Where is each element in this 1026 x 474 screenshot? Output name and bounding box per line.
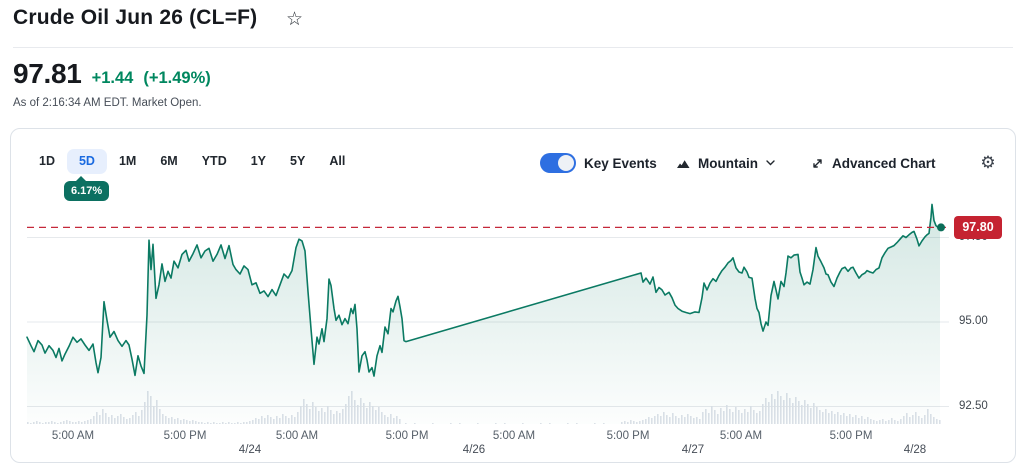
mountain-icon <box>677 159 690 168</box>
range-tab-ytd[interactable]: YTD <box>201 154 227 168</box>
key-events-label: Key Events <box>584 155 657 171</box>
chart-card: 1D 5D 1M 6M YTD 1Y 5Y All 6.17% Key Events Moun… <box>10 128 1016 463</box>
range-tab-1d[interactable]: 1D <box>39 154 55 168</box>
header-divider <box>13 47 1013 48</box>
price-change: +1.44 <box>91 69 134 87</box>
y-axis-label: 95.00 <box>959 315 988 327</box>
expand-arrows-icon <box>813 158 822 168</box>
range-tab-1m[interactable]: 1M <box>118 154 137 168</box>
chart-type-label: Mountain <box>698 155 758 171</box>
range-tab-5d[interactable]: 5D <box>66 149 107 174</box>
range-tab-all[interactable]: All <box>329 154 346 168</box>
x-axis-date-label: 4/26 <box>462 444 486 456</box>
advanced-chart-label: Advanced Chart <box>832 155 936 171</box>
range-change-badge: 6.17% <box>64 176 110 201</box>
as-of-timestamp: As of 2:16:34 AM EDT. Market Open. <box>13 97 202 109</box>
range-tab-5y[interactable]: 5Y <box>290 154 306 168</box>
current-price: 97.81 <box>13 58 82 89</box>
x-axis-date-label: 4/28 <box>903 444 927 456</box>
chart-type-dropdown[interactable]: Mountain <box>677 151 775 175</box>
x-axis-date-label: 4/27 <box>681 444 705 456</box>
last-price-dot <box>937 223 945 232</box>
x-axis-time-label: 5:00 PM <box>385 430 429 442</box>
x-axis-time-label: 5:00 AM <box>492 430 536 442</box>
x-axis-time-label: 5:00 AM <box>719 430 763 442</box>
toggle-knob <box>558 155 574 171</box>
x-axis-time-label: 5:00 AM <box>275 430 319 442</box>
x-axis-date-label: 4/24 <box>238 444 262 456</box>
star-icon[interactable]: ☆ <box>286 8 304 30</box>
key-events-control: Key Events <box>540 151 657 175</box>
price-change-percent: (+1.49%) <box>143 69 211 87</box>
range-tab-1y[interactable]: 1Y <box>250 154 267 168</box>
area-fill <box>27 204 940 424</box>
y-axis-label: 92.50 <box>959 399 988 412</box>
price-chart[interactable] <box>11 129 1015 462</box>
price-row: 97.81 +1.44 (+1.49%) <box>13 58 211 90</box>
range-tab-6m[interactable]: 6M <box>160 154 178 168</box>
quote-header: Crude Oil Jun 26 (CL=F) ☆ 97.81 +1.44 (+… <box>0 0 1026 128</box>
x-axis-time-label: 5:00 PM <box>829 430 873 442</box>
x-axis-time-label: 5:00 PM <box>163 430 207 442</box>
gear-icon[interactable]: ⚙ <box>980 153 996 173</box>
range-tabs: 1D 5D 1M 6M YTD 1Y 5Y All <box>27 149 357 174</box>
page-title: Crude Oil Jun 26 (CL=F) <box>13 6 258 29</box>
advanced-chart-button[interactable]: Advanced Chart <box>811 151 936 175</box>
current-price-badge: 97.80 <box>954 216 1002 239</box>
x-axis-time-label: 5:00 AM <box>51 430 95 442</box>
key-events-toggle[interactable] <box>540 153 576 173</box>
chevron-down-icon <box>766 160 775 166</box>
x-axis-time-label: 5:00 PM <box>606 430 650 442</box>
price-line <box>26 203 941 377</box>
